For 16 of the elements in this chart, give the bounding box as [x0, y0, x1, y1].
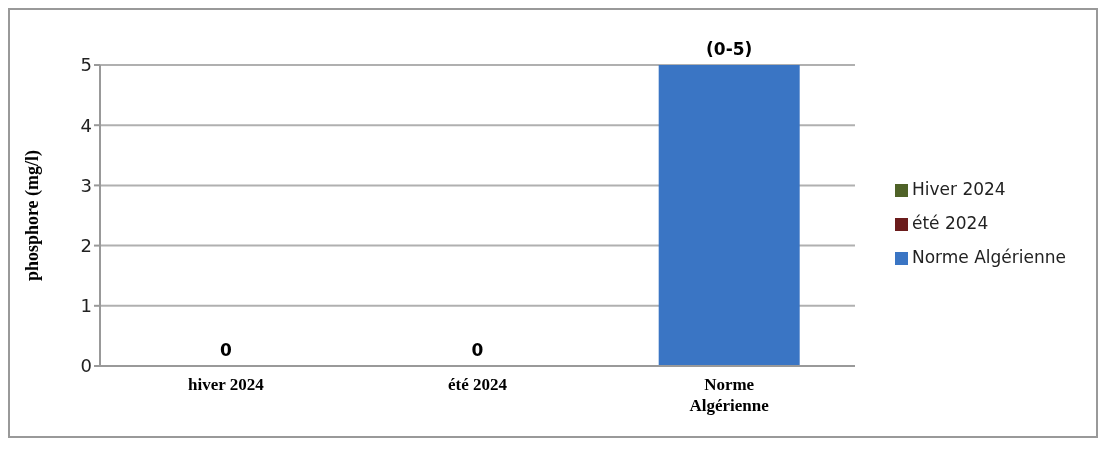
- data-label: 0: [471, 340, 484, 360]
- data-label: 0: [219, 340, 232, 360]
- y-tick-label: 5: [80, 54, 92, 76]
- x-tick-label: hiver 2024: [187, 375, 265, 394]
- y-tick-label: 0: [80, 355, 92, 377]
- legend-label: Norme Algérienne: [911, 247, 1066, 267]
- y-tick-label: 2: [80, 234, 92, 256]
- y-tick-label: 4: [80, 114, 92, 136]
- legend-label: été 2024: [911, 213, 989, 233]
- legend-label: Hiver 2024: [911, 179, 1006, 199]
- x-tick-label: été 2024: [447, 375, 508, 394]
- y-tick-label: 1: [80, 295, 92, 317]
- y-tick-label: 3: [80, 174, 92, 196]
- x-tick-label: Norme Algérienne: [689, 375, 770, 415]
- y-axis-title: phosphore (mg/l): [22, 149, 44, 282]
- data-label: (0-5): [706, 39, 753, 59]
